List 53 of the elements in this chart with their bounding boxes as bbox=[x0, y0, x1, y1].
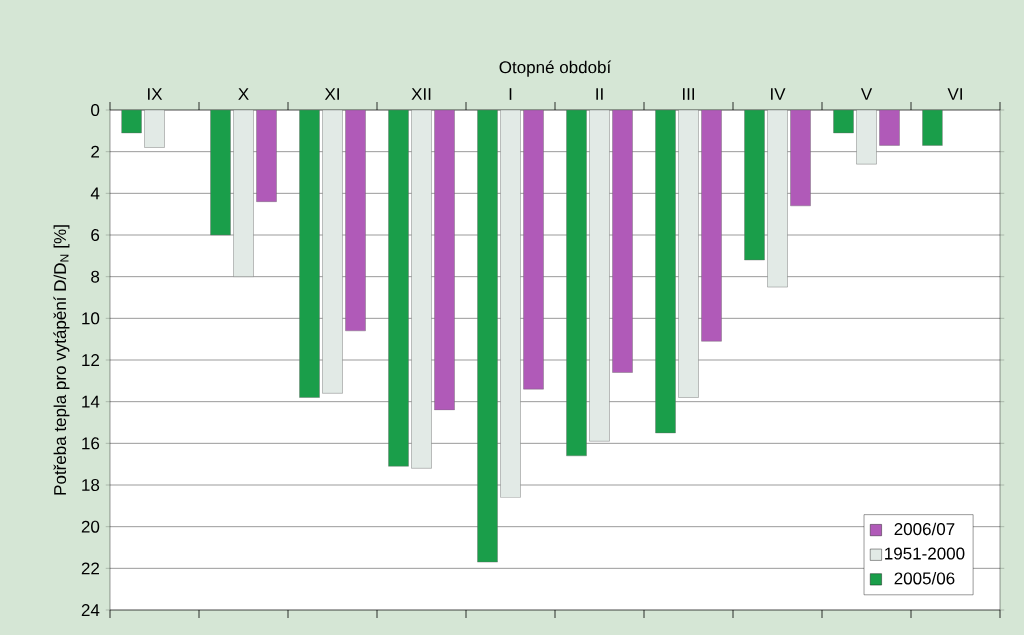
bar bbox=[612, 110, 633, 373]
y-tick-label: 4 bbox=[90, 187, 100, 200]
bar bbox=[678, 110, 699, 398]
bar bbox=[256, 110, 277, 202]
y-tick-label: 0 bbox=[91, 103, 100, 117]
bar bbox=[144, 110, 165, 148]
y-axis-title: Potřeba tepla pro vytápění D/D$_{N}$ [%] bbox=[53, 225, 70, 495]
y-tick-label: 2 bbox=[91, 145, 100, 158]
bar bbox=[523, 110, 544, 390]
y-tick-label: 22 bbox=[81, 562, 100, 575]
bar bbox=[655, 110, 676, 434]
bar bbox=[589, 110, 610, 442]
y-tick-label: 18 bbox=[82, 478, 100, 492]
bar bbox=[566, 110, 587, 457]
x-tick-label: IV bbox=[771, 88, 786, 100]
x-tick-label: V bbox=[860, 88, 873, 100]
x-tick-label: XII bbox=[411, 88, 431, 100]
x-tick-label: II bbox=[596, 88, 603, 100]
y-tick-label: 8 bbox=[91, 270, 100, 283]
x-tick-label: XI bbox=[324, 88, 339, 100]
x-axis-title: Otopné období bbox=[499, 60, 612, 77]
legend-label: 2006/07 bbox=[894, 522, 955, 536]
bar bbox=[411, 110, 432, 469]
bar bbox=[767, 110, 788, 288]
bar bbox=[299, 110, 320, 398]
bar bbox=[210, 110, 231, 236]
bar bbox=[322, 110, 343, 394]
x-tick-label: IX bbox=[148, 88, 163, 100]
bar bbox=[790, 110, 811, 207]
x-tick-label: III bbox=[682, 88, 695, 100]
y-tick-label: 6 bbox=[91, 228, 100, 242]
bar bbox=[477, 110, 498, 563]
bar bbox=[879, 110, 900, 146]
legend-label: 2005/06 bbox=[894, 571, 955, 585]
bar bbox=[701, 110, 722, 342]
y-tick-label: 24 bbox=[81, 604, 100, 616]
bar bbox=[856, 110, 877, 165]
legend-label: 1951-2000 bbox=[885, 547, 965, 560]
bar bbox=[345, 110, 366, 332]
bar bbox=[388, 110, 409, 467]
x-tick-label: VI bbox=[947, 88, 962, 100]
bar bbox=[434, 110, 455, 411]
x-tick-label: X bbox=[238, 88, 249, 100]
bar bbox=[500, 110, 521, 498]
bar bbox=[744, 110, 765, 261]
y-tick-label: 10 bbox=[82, 312, 100, 325]
y-tick-label: 16 bbox=[82, 437, 100, 450]
x-tick-label: I bbox=[509, 88, 512, 100]
y-tick-label: 12 bbox=[82, 354, 100, 366]
bar bbox=[922, 110, 943, 146]
y-tick-label: 20 bbox=[81, 520, 100, 533]
y-tick-label: 14 bbox=[82, 395, 100, 408]
bar bbox=[233, 110, 254, 277]
